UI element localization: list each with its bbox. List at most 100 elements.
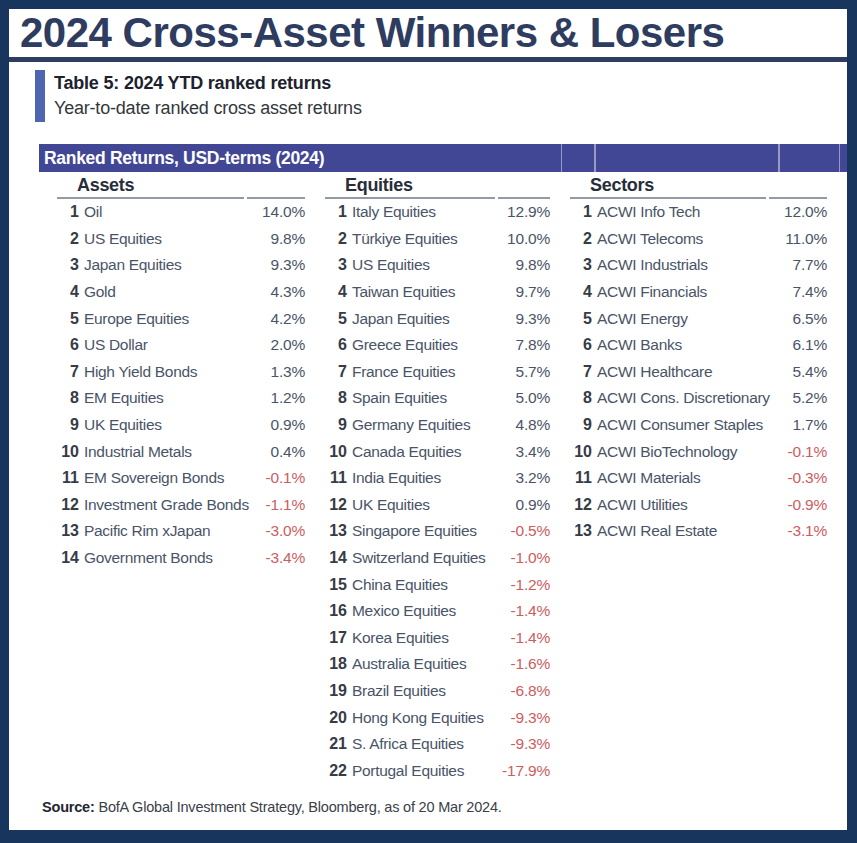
rank-cell: 6 xyxy=(325,332,347,359)
return-value: 7.8% xyxy=(498,332,550,359)
asset-label: UK Equities xyxy=(82,412,244,439)
column-header: Sectors xyxy=(570,175,766,199)
asset-label: Spain Equities xyxy=(350,385,495,412)
return-value: -0.9% xyxy=(769,492,827,519)
return-value: 5.2% xyxy=(769,385,827,412)
return-value: -6.8% xyxy=(498,678,550,705)
table-row: 4Gold4.3% xyxy=(57,279,305,306)
return-value: 0.4% xyxy=(247,438,305,465)
return-value: -1.6% xyxy=(498,651,550,678)
source-label: Source: xyxy=(42,799,95,815)
table-row: 6ACWI Banks6.1% xyxy=(570,332,827,359)
rank-cell: 4 xyxy=(57,279,79,306)
return-value: 5.0% xyxy=(498,385,550,412)
return-value: 3.2% xyxy=(498,465,550,492)
table-row: 9UK Equities0.9% xyxy=(57,412,305,439)
rank-cell: 7 xyxy=(325,359,347,386)
return-value: 4.3% xyxy=(247,279,305,306)
rank-cell: 4 xyxy=(325,279,347,306)
header-cell-divider xyxy=(839,144,841,172)
rank-cell: 6 xyxy=(570,332,592,359)
asset-label: Australia Equities xyxy=(350,651,495,678)
asset-label: ACWI Utilities xyxy=(595,492,766,519)
rank-cell: 13 xyxy=(570,518,592,545)
asset-label: ACWI Cons. Discretionary xyxy=(595,385,766,412)
asset-label: Italy Equities xyxy=(350,199,495,226)
table-row: 5Japan Equities9.3% xyxy=(325,305,550,332)
return-value: 0.9% xyxy=(498,492,550,519)
table-row: 12UK Equities0.9% xyxy=(325,492,550,519)
table-row: 5Europe Equities4.2% xyxy=(57,305,305,332)
rank-cell: 20 xyxy=(325,704,347,731)
rank-cell: 10 xyxy=(57,438,79,465)
asset-label: Singapore Equities xyxy=(350,518,495,545)
table-row: 10Canada Equities3.4% xyxy=(325,438,550,465)
rank-cell: 1 xyxy=(57,199,79,226)
return-value: 1.7% xyxy=(769,412,827,439)
source-text: BofA Global Investment Strategy, Bloombe… xyxy=(98,799,501,815)
asset-label: China Equities xyxy=(350,571,495,598)
table-row: 11EM Sovereign Bonds-0.1% xyxy=(57,465,305,492)
rank-cell: 12 xyxy=(570,492,592,519)
table-row: 4Taiwan Equities9.7% xyxy=(325,279,550,306)
return-value: -3.0% xyxy=(247,518,305,545)
table-row: 9Germany Equities4.8% xyxy=(325,412,550,439)
asset-label: Korea Equities xyxy=(350,625,495,652)
rank-cell: 6 xyxy=(57,332,79,359)
return-value: 9.3% xyxy=(247,252,305,279)
asset-label: ACWI Banks xyxy=(595,332,766,359)
return-value: 5.4% xyxy=(769,359,827,386)
table-row: 7ACWI Healthcare5.4% xyxy=(570,359,827,386)
column-header-row: Sectors xyxy=(570,175,827,199)
rank-cell: 3 xyxy=(57,252,79,279)
table-row: 8EM Equities1.2% xyxy=(57,385,305,412)
rank-cell: 12 xyxy=(57,492,79,519)
rank-cell: 10 xyxy=(325,438,347,465)
rank-cell: 2 xyxy=(57,226,79,253)
rank-cell: 7 xyxy=(570,359,592,386)
title-underline xyxy=(9,57,847,62)
return-value: 5.7% xyxy=(498,359,550,386)
rank-cell: 9 xyxy=(325,412,347,439)
table-number-label: Table 5: 2024 YTD ranked returns xyxy=(54,71,362,96)
rank-cell: 8 xyxy=(570,385,592,412)
asset-label: Japan Equities xyxy=(350,305,495,332)
rank-cell: 11 xyxy=(325,465,347,492)
table-row: 20Hong Kong Equities-9.3% xyxy=(325,704,550,731)
return-value: -3.4% xyxy=(247,545,305,572)
asset-label: Taiwan Equities xyxy=(350,279,495,306)
rank-cell: 21 xyxy=(325,731,347,758)
header-cell-divider xyxy=(778,144,780,172)
ranked-columns: Assets1Oil14.0%2US Equities9.8%3Japan Eq… xyxy=(54,175,847,784)
rank-cell: 17 xyxy=(325,625,347,652)
table-row: 9ACWI Consumer Staples1.7% xyxy=(570,412,827,439)
return-value: 6.1% xyxy=(769,332,827,359)
rank-cell: 15 xyxy=(325,571,347,598)
asset-label: Mexico Equities xyxy=(350,598,495,625)
table-row: 6US Dollar2.0% xyxy=(57,332,305,359)
return-value: 10.0% xyxy=(498,226,550,253)
asset-label: India Equities xyxy=(350,465,495,492)
table-row: 11India Equities3.2% xyxy=(325,465,550,492)
table-row: 13Singapore Equities-0.5% xyxy=(325,518,550,545)
table-row: 7High Yield Bonds1.3% xyxy=(57,359,305,386)
column-header-rule xyxy=(769,175,827,199)
header-cell-divider xyxy=(594,144,596,172)
asset-label: Hong Kong Equities xyxy=(350,704,495,731)
return-value: -1.4% xyxy=(498,625,550,652)
asset-label: Gold xyxy=(82,279,244,306)
rank-cell: 16 xyxy=(325,598,347,625)
asset-label: ACWI Industrials xyxy=(595,252,766,279)
return-value: 2.0% xyxy=(247,332,305,359)
table-description: Year-to-date ranked cross asset returns xyxy=(54,96,362,121)
return-value: 4.2% xyxy=(247,305,305,332)
rank-cell: 3 xyxy=(570,252,592,279)
return-value: -1.4% xyxy=(498,598,550,625)
asset-label: Industrial Metals xyxy=(82,438,244,465)
rank-cell: 7 xyxy=(57,359,79,386)
column-header: Assets xyxy=(57,175,244,199)
table-row: 5ACWI Energy6.5% xyxy=(570,305,827,332)
return-value: 1.2% xyxy=(247,385,305,412)
table-row: 14Switzerland Equities-1.0% xyxy=(325,545,550,572)
asset-label: Japan Equities xyxy=(82,252,244,279)
